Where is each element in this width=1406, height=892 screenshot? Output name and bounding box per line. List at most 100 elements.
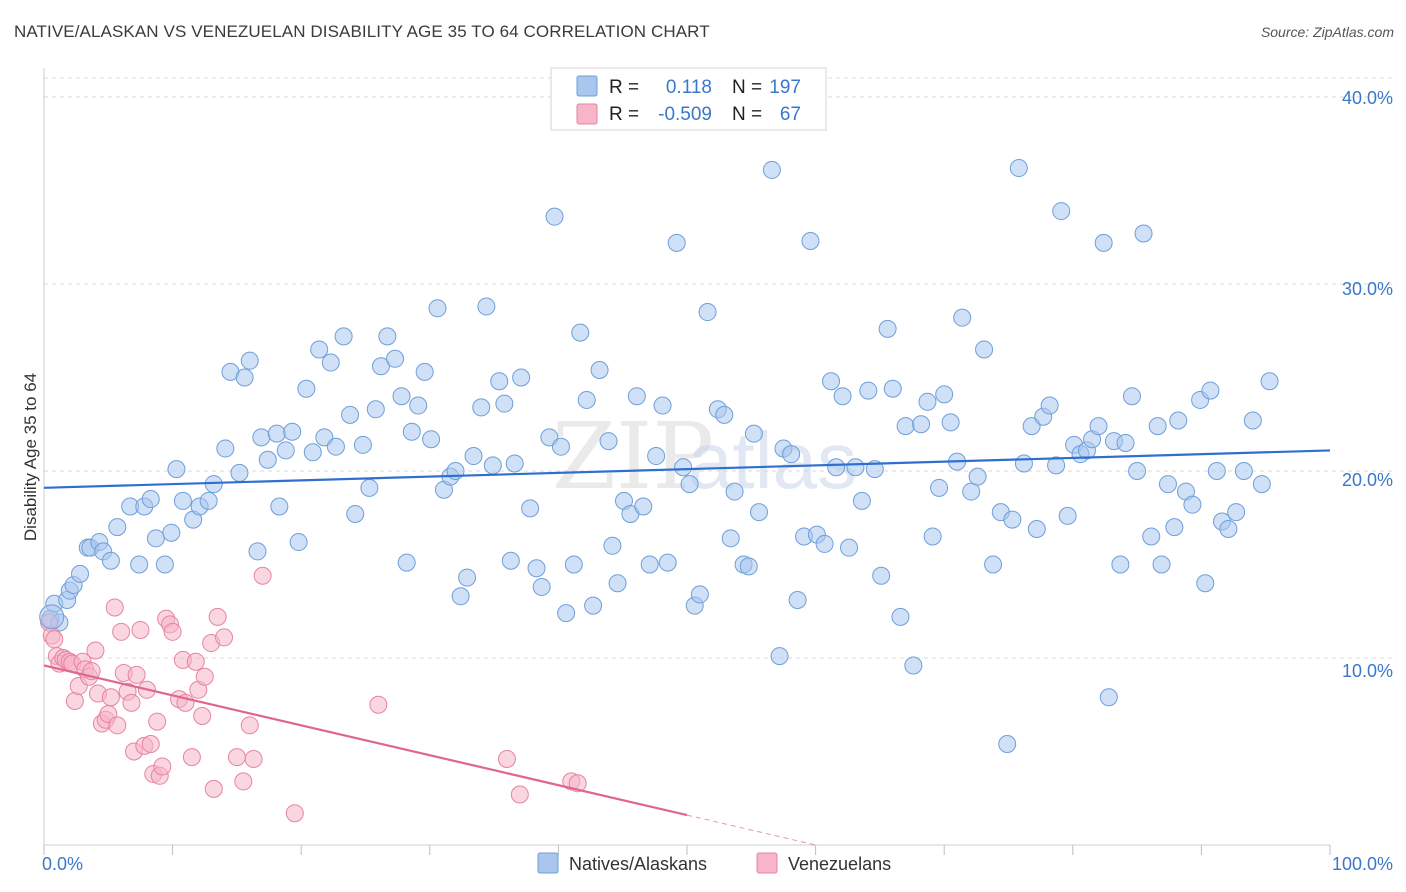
legend-n-label-venezuelans: N = bbox=[732, 104, 762, 125]
native-point bbox=[1148, 417, 1167, 436]
venezuelan-point bbox=[112, 622, 131, 641]
native-point bbox=[725, 482, 744, 501]
native-point bbox=[1207, 462, 1226, 480]
native-point bbox=[1227, 503, 1246, 522]
axes bbox=[43, 68, 1331, 855]
trend-line-natives bbox=[43, 449, 1331, 489]
venezuelan-point bbox=[131, 620, 150, 639]
y-tick-label-30: 30.0% bbox=[1342, 279, 1393, 299]
native-point bbox=[801, 231, 820, 250]
native-point bbox=[984, 555, 1003, 574]
native-point bbox=[415, 362, 434, 381]
venezuelan-point bbox=[240, 716, 259, 735]
native-point bbox=[1058, 506, 1077, 525]
native-point bbox=[258, 450, 277, 469]
native-point bbox=[647, 447, 666, 466]
native-point bbox=[532, 577, 551, 596]
native-point bbox=[326, 437, 345, 456]
venezuelan-point bbox=[153, 757, 172, 776]
native-point bbox=[1252, 475, 1271, 494]
native-point bbox=[1219, 519, 1238, 538]
native-point bbox=[599, 432, 618, 451]
native-point bbox=[248, 542, 267, 561]
native-point bbox=[199, 491, 218, 510]
venezuelan-point bbox=[86, 641, 105, 660]
native-point bbox=[162, 523, 181, 542]
native-point bbox=[640, 555, 659, 574]
native-point bbox=[577, 390, 596, 409]
native-point bbox=[551, 437, 570, 456]
x-tick-label-max: 100.0% bbox=[1332, 854, 1393, 874]
native-point bbox=[267, 424, 286, 443]
native-point bbox=[667, 233, 686, 252]
venezuelan-point bbox=[369, 695, 388, 714]
trend-line-venezuelans-extension bbox=[686, 814, 816, 846]
y-tick-label-20: 20.0% bbox=[1342, 470, 1393, 490]
series-legend-label-natives: Natives/Alaskans bbox=[569, 854, 707, 874]
venezuelan-point bbox=[497, 749, 516, 768]
native-point bbox=[428, 299, 447, 318]
native-point bbox=[891, 607, 910, 626]
native-point bbox=[1009, 159, 1028, 178]
native-point bbox=[235, 368, 254, 387]
native-point bbox=[545, 207, 564, 226]
native-point bbox=[101, 551, 120, 570]
venezuelan-point bbox=[204, 779, 223, 798]
data-points bbox=[39, 159, 1279, 823]
native-point bbox=[402, 422, 421, 441]
native-point bbox=[378, 327, 397, 346]
native-point bbox=[505, 454, 524, 473]
native-point bbox=[1094, 233, 1113, 252]
y-axis-title: Disability Age 35 to 64 bbox=[21, 373, 40, 541]
native-point bbox=[653, 396, 672, 415]
native-point bbox=[1052, 202, 1071, 221]
native-point bbox=[1003, 510, 1022, 529]
native-point bbox=[71, 564, 90, 583]
native-point bbox=[270, 497, 289, 516]
series-legend-swatch-natives bbox=[537, 852, 559, 874]
native-point bbox=[744, 424, 763, 443]
native-point bbox=[998, 735, 1017, 754]
native-point bbox=[590, 361, 609, 380]
y-tick-label-10: 10.0% bbox=[1342, 661, 1393, 681]
legend-swatch-venezuelans bbox=[576, 103, 598, 125]
native-point bbox=[472, 398, 491, 417]
chart-title: NATIVE/ALASKAN VS VENEZUELAN DISABILITY … bbox=[14, 22, 710, 41]
native-point bbox=[1111, 555, 1130, 574]
legend-n-value-natives: 197 bbox=[769, 77, 801, 98]
native-point bbox=[571, 323, 590, 342]
native-point bbox=[627, 387, 646, 406]
native-point bbox=[941, 413, 960, 432]
native-point bbox=[422, 430, 441, 449]
native-point bbox=[788, 591, 807, 610]
native-point bbox=[341, 405, 360, 424]
native-point bbox=[1158, 475, 1177, 494]
native-point bbox=[1040, 396, 1059, 415]
legend-swatch-natives bbox=[576, 75, 598, 97]
legend-r-value-natives: 0.118 bbox=[666, 77, 712, 98]
venezuelan-point bbox=[148, 712, 167, 731]
native-point bbox=[173, 491, 192, 510]
native-point bbox=[490, 372, 509, 391]
native-point bbox=[252, 428, 271, 447]
native-point bbox=[975, 340, 994, 359]
native-point bbox=[859, 381, 878, 400]
native-point bbox=[1099, 688, 1118, 707]
native-point bbox=[1116, 433, 1135, 452]
native-point bbox=[240, 351, 259, 370]
native-point bbox=[721, 529, 740, 548]
native-point bbox=[883, 379, 902, 398]
native-point bbox=[371, 357, 390, 376]
native-point bbox=[464, 447, 483, 466]
x-tick-label-min: 0.0% bbox=[42, 854, 83, 874]
native-point bbox=[953, 308, 972, 327]
venezuelan-point bbox=[141, 735, 160, 754]
native-point bbox=[303, 443, 322, 462]
stats-legend: R = 0.118 N = 197 R = -0.509 N = 67 bbox=[550, 67, 827, 131]
native-point bbox=[334, 327, 353, 346]
native-point bbox=[833, 387, 852, 406]
native-point bbox=[458, 568, 477, 587]
native-point bbox=[770, 647, 789, 666]
native-point bbox=[872, 566, 891, 585]
